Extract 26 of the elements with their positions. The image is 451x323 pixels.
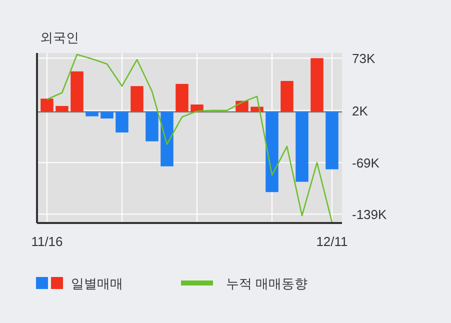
bar: [86, 112, 98, 116]
bar: [146, 112, 158, 142]
legend-label: 일별매매: [71, 276, 123, 291]
bar: [326, 112, 338, 170]
bar: [250, 106, 264, 112]
bar: [130, 86, 144, 112]
bar: [40, 98, 54, 112]
y-tick-label: 2K: [352, 103, 368, 118]
bar: [56, 106, 68, 112]
bar: [280, 80, 294, 112]
line-series: [46, 54, 333, 223]
bar: [176, 84, 188, 112]
bar: [160, 112, 174, 166]
bar: [296, 112, 308, 182]
y-tick-label: -139K: [352, 207, 388, 222]
bar: [310, 58, 324, 112]
bar: [116, 112, 128, 132]
bar: [266, 112, 278, 192]
bar: [100, 112, 114, 118]
chart-title: 외국인: [40, 30, 79, 45]
y-tick-label: -69K: [352, 156, 380, 171]
y-tick-label: 73K: [352, 51, 376, 66]
x-tick-label: 11/16: [31, 234, 63, 249]
legend-label: 누적 매매동향: [226, 276, 308, 291]
bar: [70, 71, 84, 112]
x-tick-label: 12/11: [316, 234, 348, 249]
